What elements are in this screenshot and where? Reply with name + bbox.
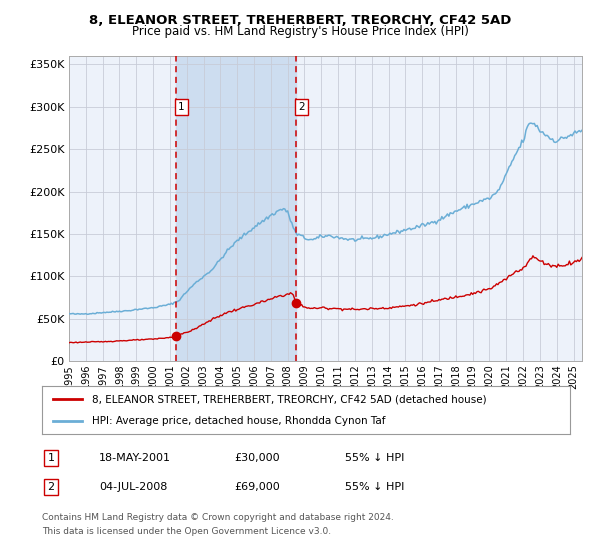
Text: 2: 2 bbox=[298, 102, 304, 112]
Text: HPI: Average price, detached house, Rhondda Cynon Taf: HPI: Average price, detached house, Rhon… bbox=[92, 416, 386, 426]
Text: 1: 1 bbox=[47, 453, 55, 463]
Text: Price paid vs. HM Land Registry's House Price Index (HPI): Price paid vs. HM Land Registry's House … bbox=[131, 25, 469, 38]
Text: £69,000: £69,000 bbox=[234, 482, 280, 492]
Text: 8, ELEANOR STREET, TREHERBERT, TREORCHY, CF42 5AD: 8, ELEANOR STREET, TREHERBERT, TREORCHY,… bbox=[89, 14, 511, 27]
Text: £30,000: £30,000 bbox=[234, 453, 280, 463]
Text: 1: 1 bbox=[178, 102, 185, 112]
Text: 2: 2 bbox=[47, 482, 55, 492]
Text: 55% ↓ HPI: 55% ↓ HPI bbox=[345, 453, 404, 463]
Text: 04-JUL-2008: 04-JUL-2008 bbox=[99, 482, 167, 492]
Bar bbox=[176, 56, 296, 361]
Text: 18-MAY-2001: 18-MAY-2001 bbox=[99, 453, 171, 463]
Text: 55% ↓ HPI: 55% ↓ HPI bbox=[345, 482, 404, 492]
Text: This data is licensed under the Open Government Licence v3.0.: This data is licensed under the Open Gov… bbox=[42, 527, 331, 536]
Text: 8, ELEANOR STREET, TREHERBERT, TREORCHY, CF42 5AD (detached house): 8, ELEANOR STREET, TREHERBERT, TREORCHY,… bbox=[92, 394, 487, 404]
Text: Contains HM Land Registry data © Crown copyright and database right 2024.: Contains HM Land Registry data © Crown c… bbox=[42, 513, 394, 522]
